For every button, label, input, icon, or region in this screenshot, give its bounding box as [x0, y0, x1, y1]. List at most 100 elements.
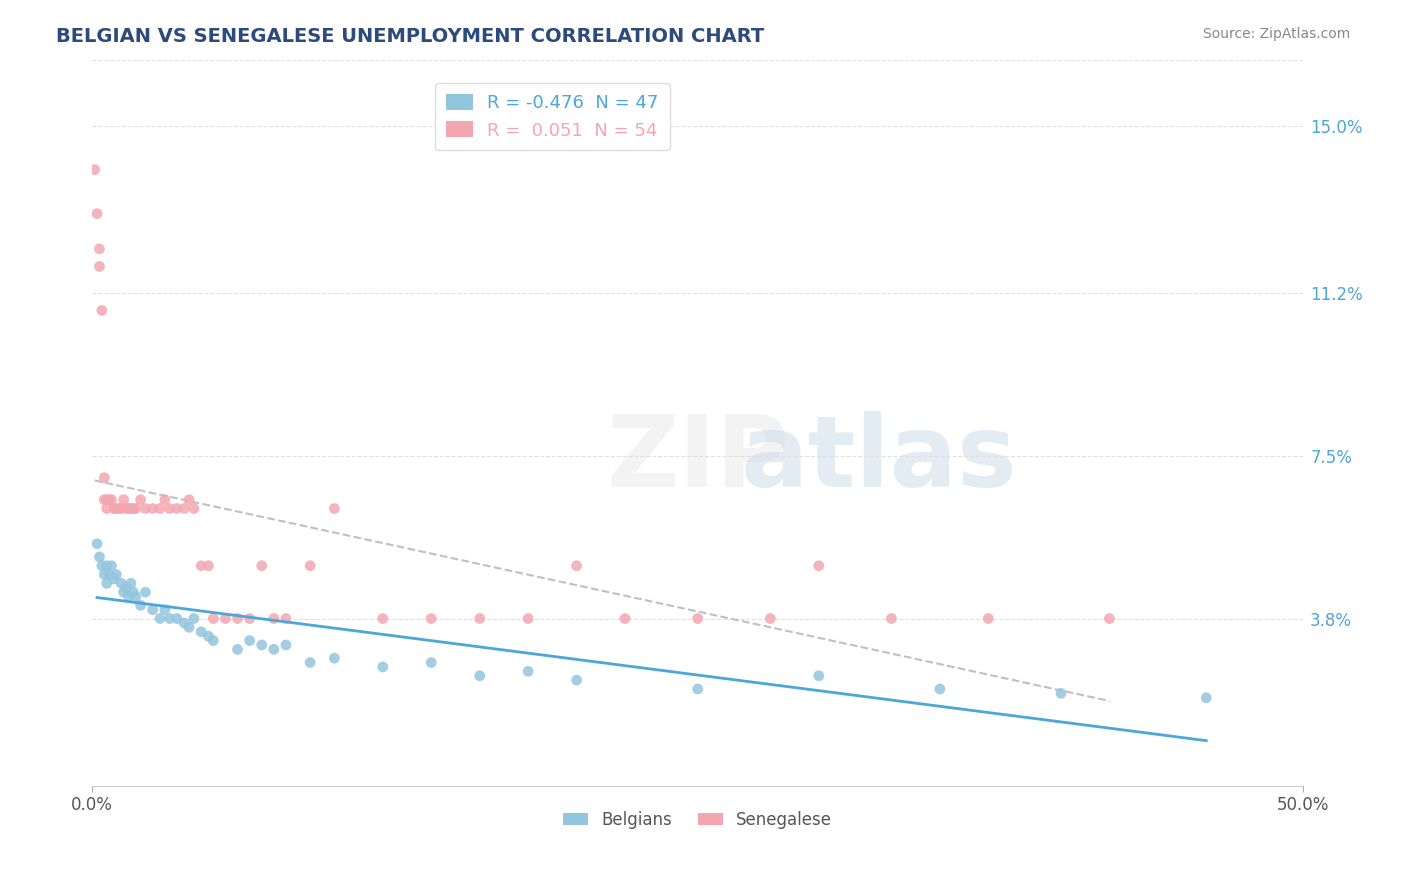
Point	[112, 585, 135, 599]
Point	[93, 567, 115, 582]
Point	[105, 567, 128, 582]
Point	[90, 303, 112, 318]
Point	[202, 611, 225, 625]
Point	[202, 633, 225, 648]
Point	[226, 642, 249, 657]
Point	[89, 260, 111, 274]
Point	[239, 633, 262, 648]
Point	[166, 501, 188, 516]
Point	[153, 492, 176, 507]
Point	[103, 501, 125, 516]
Point	[323, 651, 346, 665]
Point	[83, 162, 105, 177]
Point	[177, 492, 200, 507]
Point	[239, 611, 262, 625]
Point	[197, 629, 219, 643]
Point	[142, 603, 165, 617]
Point	[96, 576, 118, 591]
Point	[420, 656, 443, 670]
Text: atlas: atlas	[741, 410, 1018, 508]
Point	[129, 599, 152, 613]
Text: BELGIAN VS SENEGALESE UNEMPLOYMENT CORRELATION CHART: BELGIAN VS SENEGALESE UNEMPLOYMENT CORRE…	[56, 27, 765, 45]
Point	[880, 611, 903, 625]
Point	[120, 501, 142, 516]
Point	[517, 611, 540, 625]
Point	[98, 492, 121, 507]
Point	[183, 501, 205, 516]
Text: ZIP: ZIP	[606, 410, 789, 508]
Point	[93, 492, 115, 507]
Point	[89, 242, 111, 256]
Point	[565, 558, 588, 573]
Point	[93, 471, 115, 485]
Point	[98, 567, 121, 582]
Point	[468, 669, 491, 683]
Point	[263, 611, 285, 625]
Point	[323, 501, 346, 516]
Point	[103, 572, 125, 586]
Point	[420, 611, 443, 625]
Point	[183, 611, 205, 625]
Point	[197, 558, 219, 573]
Point	[226, 611, 249, 625]
Point	[125, 501, 148, 516]
Point	[117, 590, 139, 604]
Point	[928, 681, 950, 696]
Point	[86, 537, 108, 551]
Point	[115, 581, 138, 595]
Point	[112, 492, 135, 507]
Point	[159, 501, 181, 516]
Point	[142, 501, 165, 516]
Point	[274, 611, 297, 625]
Point	[807, 558, 830, 573]
Point	[166, 611, 188, 625]
Point	[134, 585, 156, 599]
Point	[100, 558, 122, 573]
Point	[122, 585, 145, 599]
Point	[149, 611, 172, 625]
Point	[686, 681, 709, 696]
Point	[96, 492, 118, 507]
Point	[159, 611, 181, 625]
Point	[190, 558, 212, 573]
Point	[1050, 686, 1073, 700]
Point	[807, 669, 830, 683]
Point	[250, 558, 273, 573]
Point	[1195, 690, 1218, 705]
Point	[177, 620, 200, 634]
Point	[977, 611, 1000, 625]
Point	[517, 665, 540, 679]
Point	[115, 501, 138, 516]
Point	[96, 558, 118, 573]
Point	[371, 660, 394, 674]
Text: Source: ZipAtlas.com: Source: ZipAtlas.com	[1202, 27, 1350, 41]
Point	[371, 611, 394, 625]
Point	[120, 576, 142, 591]
Point	[214, 611, 236, 625]
Point	[86, 207, 108, 221]
Point	[129, 492, 152, 507]
Point	[100, 492, 122, 507]
Point	[96, 501, 118, 516]
Point	[250, 638, 273, 652]
Point	[125, 590, 148, 604]
Point	[122, 501, 145, 516]
Point	[614, 611, 637, 625]
Point	[110, 576, 132, 591]
Point	[134, 501, 156, 516]
Point	[299, 656, 322, 670]
Point	[153, 603, 176, 617]
Point	[565, 673, 588, 688]
Point	[263, 642, 285, 657]
Point	[149, 501, 172, 516]
Point	[299, 558, 322, 573]
Legend: Belgians, Senegalese: Belgians, Senegalese	[557, 805, 838, 836]
Point	[173, 615, 195, 630]
Point	[90, 558, 112, 573]
Point	[105, 501, 128, 516]
Point	[173, 501, 195, 516]
Point	[110, 501, 132, 516]
Point	[190, 624, 212, 639]
Point	[274, 638, 297, 652]
Point	[759, 611, 782, 625]
